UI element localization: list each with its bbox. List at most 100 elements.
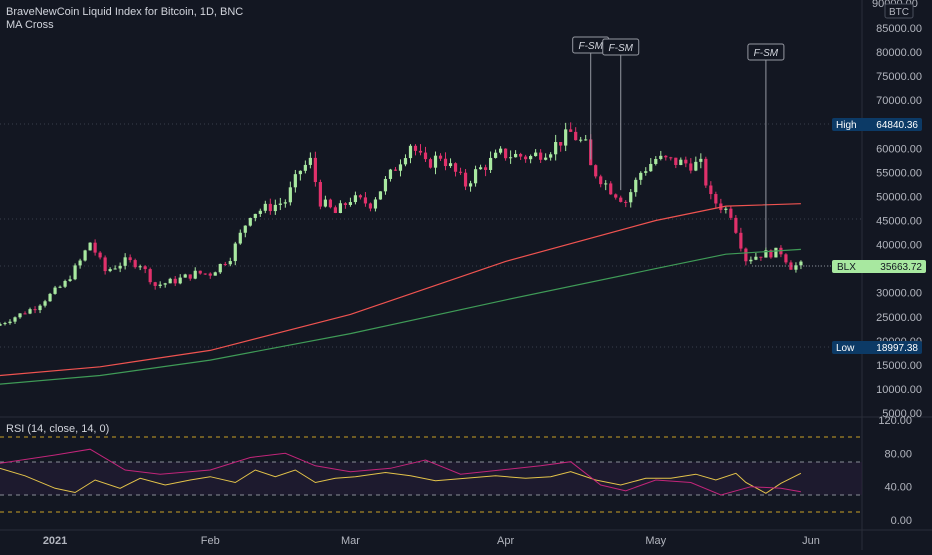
candle xyxy=(503,148,508,161)
time-tick: Feb xyxy=(201,535,220,547)
candle xyxy=(403,154,408,167)
candle xyxy=(599,174,603,188)
rsi-ma-line xyxy=(0,448,801,496)
signal-label: F-SM xyxy=(578,41,603,52)
candle xyxy=(243,225,247,238)
rsi-tick: 40.00 xyxy=(884,482,912,494)
currency-box xyxy=(884,3,914,19)
candle xyxy=(8,319,12,325)
candle xyxy=(544,153,548,161)
candle xyxy=(684,156,688,168)
rsi-tick: 120.00 xyxy=(878,415,912,427)
candle xyxy=(253,213,257,222)
signal-marker: F-SM xyxy=(572,36,610,160)
price-tick: 45000.00 xyxy=(876,216,922,228)
candle xyxy=(463,169,468,191)
candle xyxy=(789,260,793,270)
candle xyxy=(629,188,633,208)
candle xyxy=(328,198,332,209)
candle xyxy=(674,157,678,169)
time-tick: Jun xyxy=(802,535,820,547)
candle xyxy=(699,153,703,169)
price-tick: 70000.00 xyxy=(876,95,922,107)
signal-markers: F-SM F-SM F-SM xyxy=(572,36,785,249)
candle xyxy=(323,195,327,208)
price-tick: 50000.00 xyxy=(876,191,922,203)
candle xyxy=(83,249,87,262)
candle xyxy=(78,258,82,269)
price-tick: 25000.00 xyxy=(876,312,922,324)
candle xyxy=(58,285,62,289)
candle xyxy=(594,164,598,179)
price-tick: 40000.00 xyxy=(876,240,922,252)
candle xyxy=(458,167,463,175)
candle xyxy=(729,206,733,220)
candle xyxy=(178,274,182,285)
candle xyxy=(43,299,47,308)
candle xyxy=(448,158,453,168)
candle xyxy=(203,273,207,276)
candle xyxy=(28,307,32,315)
time-axis[interactable]: 2021 Feb Mar Apr May Jun xyxy=(43,535,820,547)
candle xyxy=(498,146,503,155)
candle xyxy=(193,267,197,280)
rsi-label: RSI (14, close, 14, 0) xyxy=(6,423,109,435)
candle xyxy=(694,156,698,172)
candle xyxy=(418,144,423,156)
price-tick: 5000.00 xyxy=(882,408,922,420)
candle xyxy=(714,191,718,209)
low-badge-label: Low xyxy=(836,343,855,354)
last-price-badge: BLX 35663.72 xyxy=(832,260,926,273)
candle xyxy=(579,136,583,143)
candle xyxy=(438,153,443,161)
price-tick: 30000.00 xyxy=(876,288,922,300)
candle xyxy=(228,257,232,267)
candle xyxy=(208,272,212,279)
price-tick: 10000.00 xyxy=(876,384,922,396)
candle xyxy=(689,158,693,174)
candle xyxy=(258,208,262,217)
rsi-tick: 0.00 xyxy=(891,515,912,527)
candle xyxy=(318,179,322,210)
candle xyxy=(133,258,137,269)
rsi-tick: 80.00 xyxy=(884,448,912,460)
candlestick-series xyxy=(0,122,803,327)
candle xyxy=(654,156,658,166)
candle xyxy=(468,180,473,192)
candle xyxy=(23,311,27,315)
candle xyxy=(388,168,393,182)
candle xyxy=(744,247,748,266)
signal-label: F-SM xyxy=(609,43,634,54)
candle xyxy=(33,306,37,314)
candle xyxy=(353,191,358,205)
candle xyxy=(68,275,72,282)
candle xyxy=(408,144,413,164)
candle xyxy=(358,194,363,200)
candle xyxy=(534,149,538,157)
candle xyxy=(724,206,728,214)
candle xyxy=(368,202,373,212)
candle xyxy=(198,270,202,275)
candle xyxy=(123,253,127,270)
signal-marker: F-SM xyxy=(747,43,785,249)
chart-title: BraveNewCoin Liquid Index for Bitcoin, 1… xyxy=(6,6,243,18)
candle xyxy=(13,316,17,324)
candle xyxy=(118,262,122,273)
candle xyxy=(574,127,578,141)
candle xyxy=(138,264,142,271)
candle xyxy=(363,192,368,207)
rsi-axis[interactable]: 120.00 80.00 40.00 0.00 xyxy=(878,415,912,527)
candle xyxy=(393,166,398,171)
candle xyxy=(519,152,523,160)
candle xyxy=(739,227,743,252)
candle xyxy=(569,122,573,133)
candle xyxy=(63,279,67,289)
candle xyxy=(529,154,533,164)
candle xyxy=(524,154,528,163)
candle xyxy=(143,265,147,274)
candle xyxy=(644,167,648,176)
candle xyxy=(478,164,483,170)
price-tick: 80000.00 xyxy=(876,47,922,59)
